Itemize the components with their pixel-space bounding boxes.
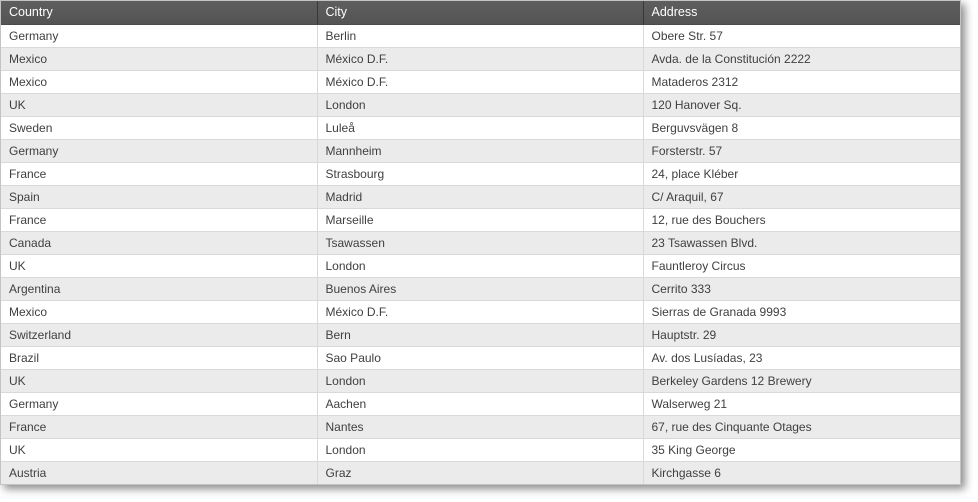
table-row[interactable]: Sweden Luleå Berguvsvägen 8 xyxy=(1,116,960,140)
cell-city[interactable]: Aachen xyxy=(317,392,644,416)
cell-address[interactable]: 120 Hanover Sq. xyxy=(643,93,960,117)
cell-country[interactable]: France xyxy=(1,162,318,186)
cell-city[interactable]: Madrid xyxy=(317,185,644,209)
cell-country[interactable]: France xyxy=(1,415,318,439)
cell-city[interactable]: Bern xyxy=(317,323,644,347)
table-row[interactable]: UK London Fauntleroy Circus xyxy=(1,254,960,278)
cell-address[interactable]: Berguvsvägen 8 xyxy=(643,116,960,140)
table-row[interactable]: France Marseille 12, rue des Bouchers xyxy=(1,208,960,232)
cell-country[interactable]: Switzerland xyxy=(1,323,318,347)
cell-country[interactable]: Brazil xyxy=(1,346,318,370)
cell-address[interactable]: Av. dos Lusíadas, 23 xyxy=(643,346,960,370)
cell-city[interactable]: Nantes xyxy=(317,415,644,439)
table-row[interactable]: Mexico México D.F. Sierras de Granada 9993 xyxy=(1,300,960,324)
cell-country[interactable]: France xyxy=(1,208,318,232)
cell-city[interactable]: Berlin xyxy=(317,24,644,48)
cell-country[interactable]: Austria xyxy=(1,461,318,484)
cell-city[interactable]: México D.F. xyxy=(317,300,644,324)
cell-address[interactable]: 67, rue des Cinquante Otages xyxy=(643,415,960,439)
cell-country[interactable]: Germany xyxy=(1,392,318,416)
table-row[interactable]: UK London 120 Hanover Sq. xyxy=(1,93,960,117)
column-header-country[interactable]: Country xyxy=(1,1,318,25)
cell-address[interactable]: Berkeley Gardens 12 Brewery xyxy=(643,369,960,393)
cell-address[interactable]: 23 Tsawassen Blvd. xyxy=(643,231,960,255)
table-row[interactable]: UK London Berkeley Gardens 12 Brewery xyxy=(1,369,960,393)
cell-city[interactable]: Marseille xyxy=(317,208,644,232)
table-row[interactable]: Mexico México D.F. Avda. de la Constitució… xyxy=(1,47,960,71)
cell-country[interactable]: Spain xyxy=(1,185,318,209)
cell-country[interactable]: Canada xyxy=(1,231,318,255)
cell-address[interactable]: Obere Str. 57 xyxy=(643,24,960,48)
table-row[interactable]: Spain Madrid C/ Araquil, 67 xyxy=(1,185,960,209)
cell-city[interactable]: Mannheim xyxy=(317,139,644,163)
cell-address[interactable]: Avda. de la Constitución 2222 xyxy=(643,47,960,71)
cell-address[interactable]: Walserweg 21 xyxy=(643,392,960,416)
cell-city[interactable]: México D.F. xyxy=(317,70,644,94)
table-row[interactable]: Mexico México D.F. Mataderos 2312 xyxy=(1,70,960,94)
cell-country[interactable]: Germany xyxy=(1,139,318,163)
cell-country[interactable]: Germany xyxy=(1,24,318,48)
cell-address[interactable]: C/ Araquil, 67 xyxy=(643,185,960,209)
cell-country[interactable]: Argentina xyxy=(1,277,318,301)
cell-city[interactable]: London xyxy=(317,93,644,117)
cell-city[interactable]: London xyxy=(317,438,644,462)
table-row[interactable]: Switzerland Bern Hauptstr. 29 xyxy=(1,323,960,347)
cell-country[interactable]: Sweden xyxy=(1,116,318,140)
cell-city[interactable]: Strasbourg xyxy=(317,162,644,186)
cell-country[interactable]: UK xyxy=(1,254,318,278)
cell-country[interactable]: Mexico xyxy=(1,300,318,324)
cell-city[interactable]: London xyxy=(317,254,644,278)
column-header-address[interactable]: Address xyxy=(643,1,960,25)
customers-grid: Country City Address Germany Berlin Obere … xyxy=(1,1,960,484)
customers-grid-panel: Country City Address Germany Berlin Obere … xyxy=(0,0,961,485)
table-row[interactable]: France Nantes 67, rue des Cinquante Otages xyxy=(1,415,960,439)
cell-address[interactable]: Hauptstr. 29 xyxy=(643,323,960,347)
cell-address[interactable]: Fauntleroy Circus xyxy=(643,254,960,278)
table-row[interactable]: Austria Graz Kirchgasse 6 xyxy=(1,461,960,484)
grid-body: Germany Berlin Obere Str. 57 Mexico México D… xyxy=(1,24,960,484)
cell-city[interactable]: Sao Paulo xyxy=(317,346,644,370)
table-row[interactable]: Canada Tsawassen 23 Tsawassen Blvd. xyxy=(1,231,960,255)
cell-address[interactable]: Sierras de Granada 9993 xyxy=(643,300,960,324)
cell-address[interactable]: Mataderos 2312 xyxy=(643,70,960,94)
table-row[interactable]: Germany Mannheim Forsterstr. 57 xyxy=(1,139,960,163)
table-row[interactable]: Brazil Sao Paulo Av. dos Lusíadas, 23 xyxy=(1,346,960,370)
cell-address[interactable]: 35 King George xyxy=(643,438,960,462)
cell-address[interactable]: Cerrito 333 xyxy=(643,277,960,301)
table-row[interactable]: France Strasbourg 24, place Kléber xyxy=(1,162,960,186)
cell-city[interactable]: Tsawassen xyxy=(317,231,644,255)
cell-city[interactable]: Buenos Aires xyxy=(317,277,644,301)
cell-address[interactable]: 24, place Kléber xyxy=(643,162,960,186)
cell-city[interactable]: México D.F. xyxy=(317,47,644,71)
table-row[interactable]: Germany Berlin Obere Str. 57 xyxy=(1,24,960,48)
column-header-city[interactable]: City xyxy=(317,1,644,25)
cell-address[interactable]: Kirchgasse 6 xyxy=(643,461,960,484)
cell-country[interactable]: UK xyxy=(1,369,318,393)
table-row[interactable]: UK London 35 King George xyxy=(1,438,960,462)
cell-country[interactable]: UK xyxy=(1,438,318,462)
table-row[interactable]: Argentina Buenos Aires Cerrito 333 xyxy=(1,277,960,301)
cell-city[interactable]: Graz xyxy=(317,461,644,484)
cell-country[interactable]: Mexico xyxy=(1,47,318,71)
table-row[interactable]: Germany Aachen Walserweg 21 xyxy=(1,392,960,416)
cell-country[interactable]: Mexico xyxy=(1,70,318,94)
cell-address[interactable]: 12, rue des Bouchers xyxy=(643,208,960,232)
grid-header: Country City Address xyxy=(1,1,960,25)
cell-city[interactable]: London xyxy=(317,369,644,393)
cell-city[interactable]: Luleå xyxy=(317,116,644,140)
grid-header-row: Country City Address xyxy=(1,1,960,25)
cell-address[interactable]: Forsterstr. 57 xyxy=(643,139,960,163)
cell-country[interactable]: UK xyxy=(1,93,318,117)
